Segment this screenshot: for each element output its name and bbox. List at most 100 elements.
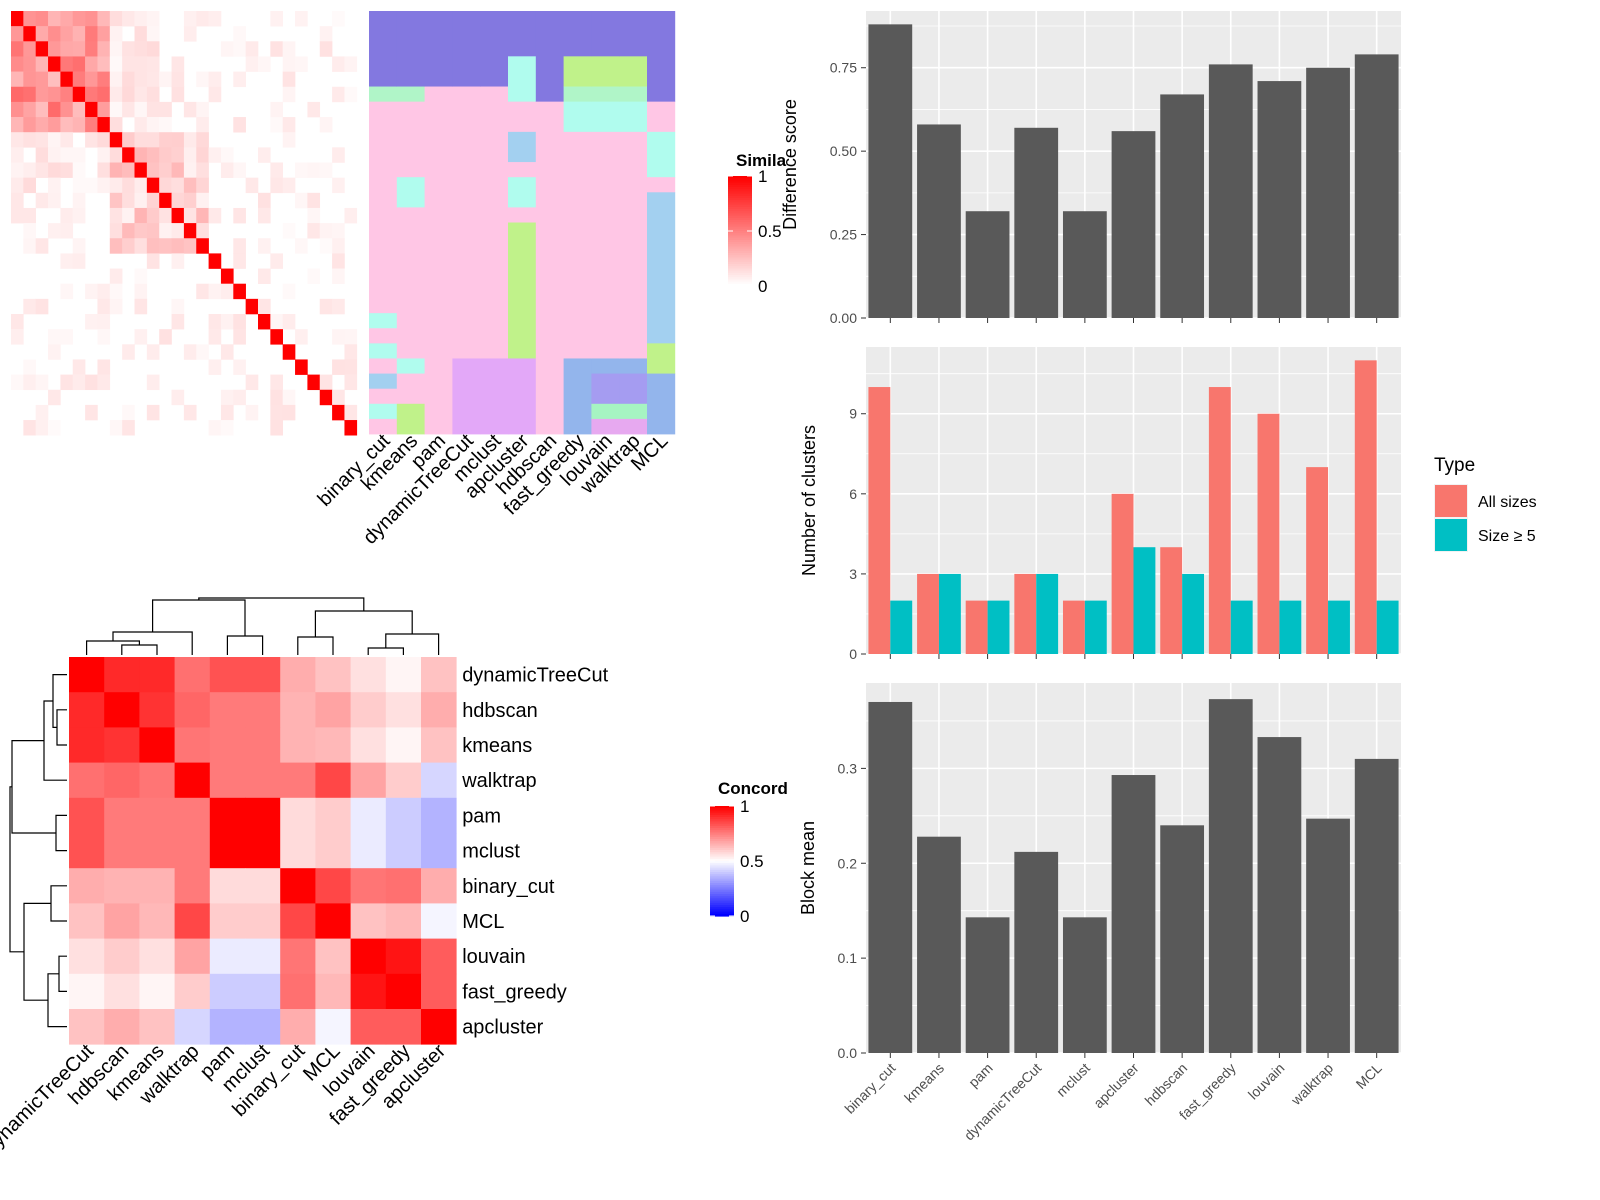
similarity-cell [35, 117, 49, 133]
similarity-cell [307, 374, 321, 391]
similarity-cell [11, 374, 24, 391]
concordance-cell [139, 1009, 175, 1045]
similarity-cell [319, 26, 333, 42]
y-tick-label: 6 [849, 486, 857, 502]
similarity-cell [344, 404, 358, 421]
similarity-cell [258, 298, 271, 315]
y-tick-label: 3 [849, 566, 857, 582]
similarity-cell [146, 344, 160, 360]
similarity-cell [23, 177, 36, 194]
similarity-cell [233, 26, 246, 42]
concordance-cell [209, 833, 246, 869]
similarity-cell [295, 11, 308, 27]
concordance-legend-title: Concord [718, 779, 788, 798]
similarity-cell [146, 238, 160, 254]
similarity-cell [159, 207, 172, 224]
similarity-cell [97, 298, 111, 315]
similarity-cell [35, 86, 49, 103]
concordance-cell [209, 692, 246, 728]
similarity-cell [109, 41, 123, 57]
similarity-cell [60, 283, 74, 300]
similarity-legend-gradient [728, 242, 752, 245]
similarity-cell [11, 41, 24, 57]
concordance-row-label: louvain [462, 946, 525, 968]
concordance-legend-gradient [710, 858, 734, 862]
y-tick-label: 0 [849, 646, 857, 662]
membership-cell [563, 11, 592, 57]
concordance-cell [69, 973, 105, 1010]
membership-cell [369, 418, 398, 435]
legend-title: Type [1434, 455, 1475, 476]
similarity-cell [282, 344, 296, 360]
similarity-legend-gradient [728, 237, 752, 241]
similarity-cell [109, 147, 123, 163]
concordance-legend-gradient [710, 817, 734, 820]
similarity-legend-gradient [728, 261, 752, 265]
concordance-cell [280, 903, 316, 939]
x-tick-label: hdbscan [1142, 1060, 1191, 1109]
bar [868, 701, 913, 1053]
similarity-cell [196, 207, 209, 224]
similarity-cell [60, 117, 74, 133]
concordance-cell [315, 657, 351, 693]
similarity-cell [282, 404, 296, 421]
concordance-legend-gradient [710, 891, 734, 895]
similarity-cell [72, 177, 86, 194]
similarity-cell [233, 117, 246, 133]
concordance-legend-gradient [710, 821, 734, 825]
membership-cell [480, 358, 509, 435]
similarity-cell [35, 11, 49, 27]
similarity-cell [134, 223, 148, 239]
similarity-cell [208, 11, 222, 27]
concordance-cell [385, 797, 422, 834]
similarity-cell [319, 41, 333, 57]
similarity-cell [332, 177, 345, 194]
membership-cell [619, 358, 648, 374]
x-tick-label: binary_cut [841, 1060, 898, 1117]
similarity-cell [72, 56, 86, 72]
bar-all-sizes [965, 600, 988, 654]
y-tick-label: 0.00 [830, 310, 857, 326]
similarity-cell [60, 41, 74, 57]
concordance-cell [280, 938, 316, 975]
similarity-cell [171, 223, 185, 239]
column-dendrogram-branch [367, 647, 404, 655]
similarity-cell [48, 26, 61, 42]
membership-cell [647, 101, 676, 133]
similarity-legend-gradient [728, 228, 752, 232]
row-dendrogram-branch [52, 674, 67, 728]
concordance-cell [69, 903, 105, 939]
similarity-cell [122, 147, 135, 163]
concordance-cell [139, 973, 175, 1010]
concordance-cell [280, 692, 316, 728]
membership-cell [480, 11, 509, 87]
similarity-cell [196, 117, 209, 133]
bar-size-5 [1084, 600, 1107, 654]
membership-cell [647, 373, 676, 435]
row-dendrogram-branch [11, 740, 56, 834]
similarity-cell [171, 192, 185, 209]
similarity-cell [85, 26, 98, 42]
similarity-cell [282, 41, 296, 57]
membership-cell [563, 101, 592, 133]
similarity-cell [23, 101, 36, 118]
similarity-cell [122, 207, 135, 224]
bar [1257, 737, 1302, 1053]
bar [1306, 818, 1350, 1053]
concordance-legend-gradient [710, 863, 734, 866]
similarity-cell [258, 268, 271, 284]
y-axis-title: Difference score [780, 99, 800, 230]
similarity-cell [72, 11, 86, 27]
concordance-legend-gradient [710, 867, 734, 871]
membership-cell [591, 358, 620, 374]
similarity-cell [183, 26, 197, 42]
membership-cell [647, 343, 676, 374]
bar-size-5 [1133, 547, 1156, 654]
row-dendrogram-branch [50, 885, 67, 922]
concordance-legend-gradient [710, 902, 734, 906]
similarity-cell [48, 192, 61, 209]
similarity-cell [319, 117, 333, 133]
similarity-legend-gradient [728, 213, 752, 217]
similarity-cell [208, 147, 222, 163]
similarity-cell [35, 420, 49, 436]
